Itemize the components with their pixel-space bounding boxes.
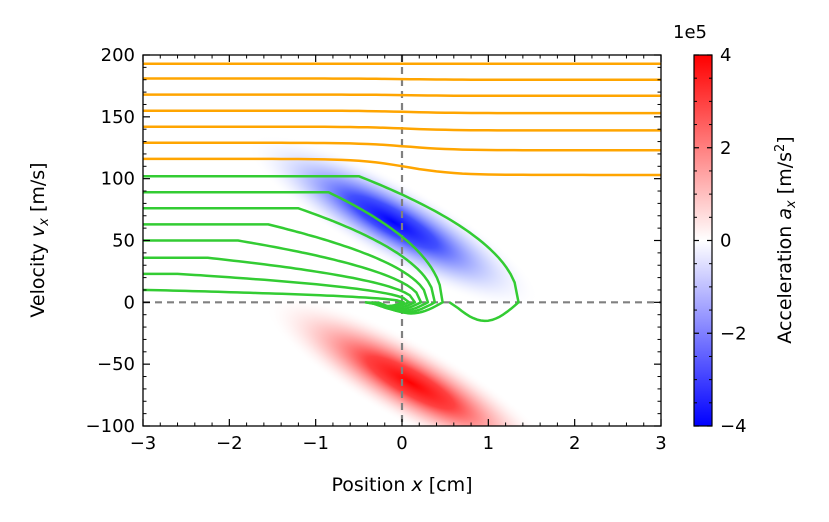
reflected-trajectory (143, 239, 423, 312)
plot-area: −3 −2 −1 0 1 2 3 −100 −50 0 50 100 150 200 Position … (27, 45, 667, 496)
x-tick-label: −3 (130, 433, 157, 454)
x-tick-label: 2 (569, 433, 580, 454)
y-tick-label: 150 (101, 107, 135, 128)
transmitted-trajectory (143, 141, 661, 152)
reflected-trajectory (143, 272, 411, 309)
y-tick-label: 200 (101, 45, 135, 66)
transmitted-trajectory (143, 125, 661, 132)
heatmap-region-positive (265, 295, 557, 426)
heatmap-region-negative (247, 134, 539, 310)
x-tick-label: 3 (655, 433, 666, 454)
transmitted-trajectory (143, 109, 661, 115)
reflected-trajectory (143, 223, 430, 313)
reflected-trajectory (143, 207, 437, 314)
x-tick-label: 0 (396, 433, 407, 454)
colorbar-tick-label: −4 (720, 416, 747, 437)
transmitted-trajectory (143, 77, 661, 81)
reflected-trajectory (143, 256, 417, 310)
y-tick-label: −50 (97, 354, 135, 375)
acceleration-heatmap (247, 134, 557, 426)
x-axis-label: Position x [cm] (331, 474, 472, 496)
y-tick-label: 50 (112, 231, 135, 252)
x-tick-label: −1 (302, 433, 329, 454)
y-tick-label: 100 (101, 169, 135, 190)
reflected-trajectory (143, 288, 405, 308)
colorbar-tick-label: 4 (720, 45, 731, 66)
colorbar-tick-label: 2 (720, 138, 731, 159)
x-tick-label: −2 (216, 433, 243, 454)
reflected-trajectory (143, 191, 444, 315)
y-tick-label: 0 (124, 292, 135, 313)
trajectory-series (143, 62, 661, 323)
x-tick-label: 1 (483, 433, 494, 454)
colorbar-tick-label: 0 (720, 231, 731, 252)
y-tick-label: −100 (86, 416, 135, 437)
y-axis-label: Velocity vx [m/s] (27, 162, 52, 317)
colorbar-ticks: −4 −2 0 2 4 (694, 45, 747, 437)
colorbar: −4 −2 0 2 4 1e5 Acceleration ax [m/s2] (673, 22, 799, 437)
colorbar-offset-label: 1e5 (673, 22, 707, 43)
transmitted-trajectory (143, 157, 661, 177)
y-axis: −100 −50 0 50 100 150 200 (86, 45, 661, 437)
colorbar-tick-label: −2 (720, 323, 747, 344)
x-axis: −3 −2 −1 0 1 2 3 (130, 55, 667, 454)
reflected-trajectory (143, 174, 520, 323)
colorbar-label: Acceleration ax [m/s2] (773, 136, 799, 343)
transmitted-trajectory (143, 93, 661, 98)
